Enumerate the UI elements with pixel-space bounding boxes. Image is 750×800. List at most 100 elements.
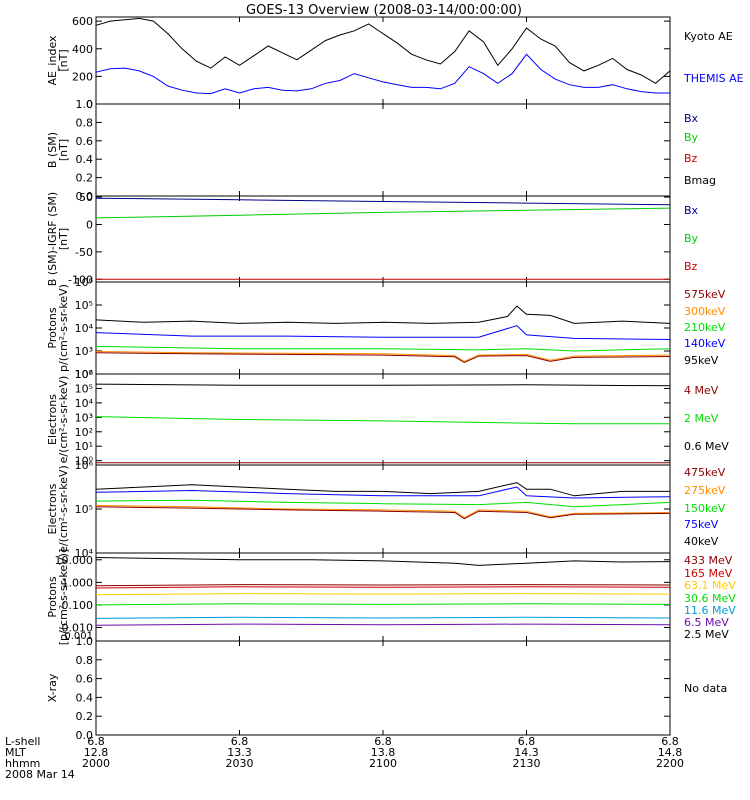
legend-entry: 300keV <box>684 305 726 318</box>
y-tick-label: 1.0 <box>76 635 94 648</box>
panel-frame <box>95 640 671 736</box>
series-line-bx <box>95 197 671 206</box>
legend-entry: 30.6 MeV <box>684 592 736 605</box>
y-tick-label: 10.000 <box>55 554 94 567</box>
y-axis-label: AE_index <box>46 35 59 86</box>
series-line-475kev <box>95 506 671 520</box>
y-tick-label: 0.6 <box>76 673 94 686</box>
series-line-150kev <box>95 499 671 508</box>
y-axis-label: Electrons <box>46 483 59 534</box>
series-line-6-5-mev <box>95 623 671 626</box>
y-tick-label: 10⁶ <box>75 368 94 381</box>
panel-frame <box>95 552 671 642</box>
legend-entry: 575keV <box>684 288 726 301</box>
footer-tick-mlt: 13.3 <box>227 746 252 759</box>
legend-entry: 475keV <box>684 466 726 479</box>
series-line-433-mev <box>95 584 671 587</box>
y-tick-label: 10⁶ <box>75 459 94 472</box>
y-axis-label: B (SM)-IGRF (SM) <box>46 192 59 286</box>
series-line-2-mev <box>95 416 670 425</box>
y-tick-label: 10⁵ <box>75 382 93 395</box>
footer-tick-mlt: 12.8 <box>84 746 109 759</box>
y-tick-label: 10⁴ <box>75 322 94 335</box>
legend-entry: 433 MeV <box>684 554 733 567</box>
footer-row-label: L-shell <box>5 735 41 748</box>
legend-entry: 11.6 MeV <box>684 604 736 617</box>
series-line-30-6-mev <box>95 603 671 606</box>
series-line-0-6-mev <box>95 383 671 387</box>
legend-entry: THEMIS AE <box>683 72 744 85</box>
footer-tick-lshell: 6.8 <box>661 735 679 748</box>
y-tick-label: 10⁵ <box>75 503 93 516</box>
series-line-kyoto-ae <box>95 17 671 84</box>
legend-entry: 165 MeV <box>684 567 733 580</box>
footer-tick-lshell: 6.8 <box>374 735 392 748</box>
y-tick-label: 10¹ <box>75 440 93 453</box>
y-axis-label: Electrons <box>46 394 59 445</box>
series-line-11-6-mev <box>95 616 671 619</box>
legend-entry: By <box>684 131 699 144</box>
panel-8: 0.0 0.2 0.4 0.6 0.8 1.0 X-ray No data <box>46 635 727 742</box>
y-tick-label: 0.2 <box>76 172 94 185</box>
footer-tick-hhmm: 2000 <box>82 757 110 770</box>
series-line-275kev <box>95 505 671 519</box>
footer-tick-hhmm: 2100 <box>369 757 397 770</box>
y-tick-label: 0.001 <box>64 631 93 642</box>
legend-entry: 2 MeV <box>684 412 719 425</box>
legend-entry: No data <box>684 682 727 695</box>
legend-entry: Bz <box>684 260 698 273</box>
legend-entry: 140keV <box>684 337 726 350</box>
series-line-by <box>95 207 671 219</box>
y-axis-label: p/(cm²-s-sr-keV) <box>57 284 70 372</box>
y-tick-label: 0.6 <box>76 135 94 148</box>
legend-entry: 6.5 MeV <box>684 616 729 629</box>
legend-entry: 150keV <box>684 502 726 515</box>
footer-row-label: MLT <box>5 746 26 759</box>
legend-entry: 75keV <box>684 518 719 531</box>
y-tick-label: 600 <box>72 15 93 28</box>
series-line-300kev <box>95 351 671 362</box>
series-line-210kev <box>95 345 671 352</box>
y-tick-label: 0.0 <box>76 729 94 742</box>
y-axis-label: [nT] <box>57 49 70 71</box>
panel-3: -100 -50 0 50 B (SM)-IGRF (SM)[nT] Bx By Bz <box>46 191 699 286</box>
legend-entry: 95keV <box>684 354 719 367</box>
y-tick-label: 0.100 <box>62 599 94 612</box>
legend-entry: 210keV <box>684 321 726 334</box>
y-axis-label: X-ray <box>46 673 59 702</box>
y-axis-label: Protons <box>46 576 59 617</box>
y-axis-label: [nT] <box>57 139 70 161</box>
y-tick-label: -50 <box>75 246 93 259</box>
panel-frame <box>95 281 671 375</box>
legend-entry: By <box>684 232 699 245</box>
y-tick-label: 10⁶ <box>75 276 94 289</box>
y-tick-label: 0.2 <box>76 710 94 723</box>
panel-frame <box>95 464 671 554</box>
legend-entry: Bmag <box>684 174 716 187</box>
legend-entry: Bx <box>684 204 699 217</box>
y-axis-label: e/(cm²-s-sr-keV) <box>57 465 70 553</box>
y-tick-label: 0 <box>86 98 93 111</box>
series-line-themis-ae <box>95 53 670 95</box>
y-tick-label: 0.0 <box>76 190 94 203</box>
y-tick-label: 10⁴ <box>75 397 94 410</box>
panel-7: 0.010 0.100 1.000 10.000 0.001 Protons[p/(cm²… <box>46 549 736 646</box>
footer-tick-lshell: 6.8 <box>518 735 536 748</box>
y-tick-label: 10² <box>75 426 93 439</box>
y-tick-label: 10⁵ <box>75 299 93 312</box>
y-tick-label: 1.0 <box>76 98 94 111</box>
panel-frame <box>95 16 671 105</box>
legend-entry: Bx <box>684 112 699 125</box>
footer-tick-hhmm: 2200 <box>656 757 684 770</box>
y-axis-label: [p/(cm²-s-sr-keV)] <box>57 549 70 646</box>
y-tick-label: 10³ <box>75 345 93 358</box>
legend-entry: 4 MeV <box>684 384 719 397</box>
series-line-575kev <box>95 352 671 364</box>
legend-entry: 63.1 MeV <box>684 579 736 592</box>
panel-frame <box>95 373 671 466</box>
legend-entry: 0.6 MeV <box>684 440 729 453</box>
